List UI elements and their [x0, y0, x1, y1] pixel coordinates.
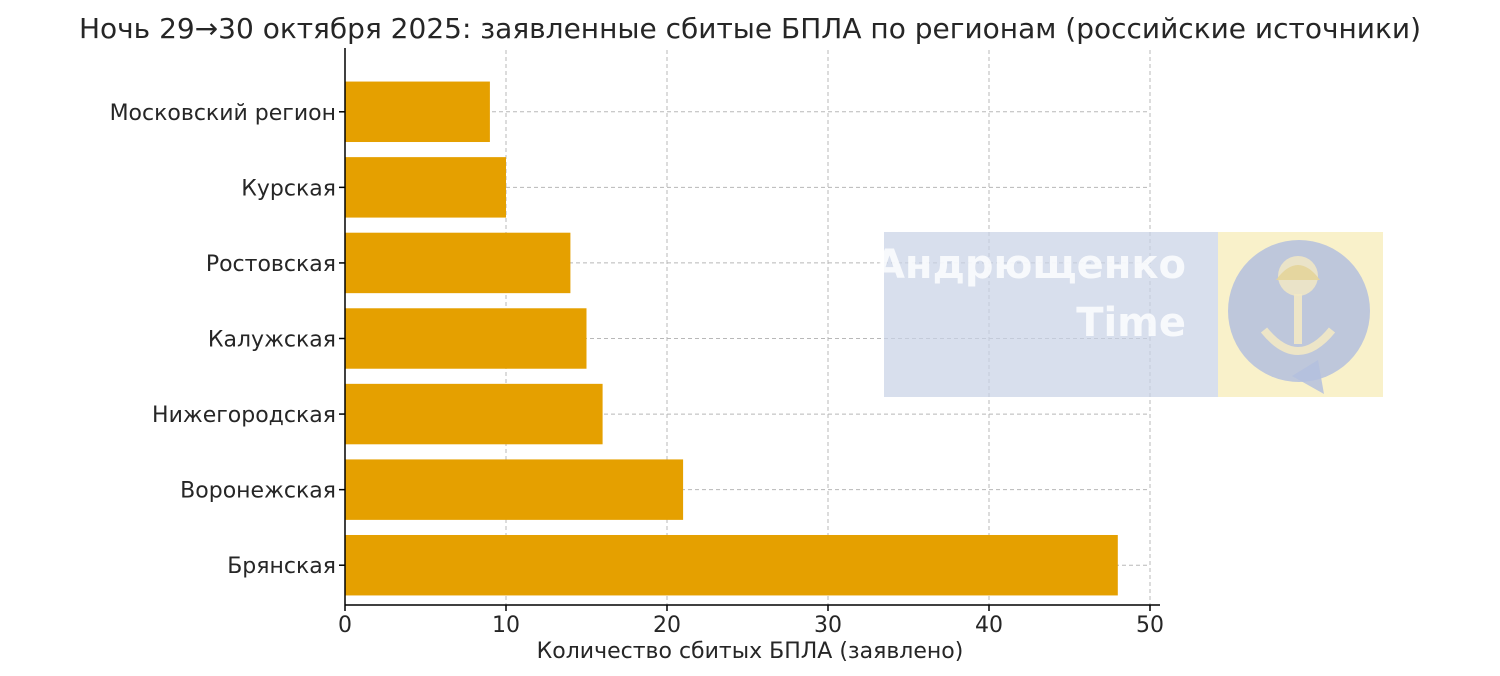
- bar: [345, 308, 587, 369]
- x-tick-label: 40: [975, 613, 1003, 638]
- x-tick-label: 20: [653, 613, 681, 638]
- bar: [345, 157, 506, 218]
- watermark-text-line2: Time: [1076, 300, 1186, 346]
- watermark: Андрющенко Time: [874, 232, 1383, 397]
- x-tick-label: 50: [1136, 613, 1164, 638]
- bar: [345, 81, 490, 143]
- watermark-panel: [884, 232, 1218, 397]
- anchor-helmet-icon: [1228, 240, 1370, 394]
- y-tick-label: Курская: [241, 176, 336, 201]
- bar: [345, 232, 571, 294]
- x-tick-label: 30: [814, 613, 842, 638]
- bar: [345, 534, 1118, 596]
- x-tick-labels: 0 10 20 30 40 50: [338, 605, 1164, 638]
- x-tick-label: 0: [338, 613, 352, 638]
- bar: [345, 383, 603, 445]
- chart-title: Ночь 29→30 октября 2025: заявленные сбит…: [79, 12, 1421, 45]
- bar: [345, 459, 684, 520]
- y-tick-label: Нижегородская: [152, 403, 336, 428]
- y-tick-label: Воронежская: [180, 479, 336, 504]
- bars: [345, 81, 1118, 596]
- y-tick-labels: Московский регион Курская Ростовская Калужс…: [110, 101, 345, 579]
- axes: [344, 48, 1160, 606]
- x-axis-label: Количество сбитых БПЛА (заявлено): [537, 639, 964, 664]
- y-tick-label: Калужская: [208, 328, 336, 353]
- y-tick-label: Брянская: [227, 554, 336, 579]
- y-tick-label: Московский регион: [110, 101, 336, 126]
- y-tick-label: Ростовская: [206, 252, 336, 277]
- x-tick-label: 10: [492, 613, 520, 638]
- watermark-text-line1: Андрющенко: [874, 242, 1186, 288]
